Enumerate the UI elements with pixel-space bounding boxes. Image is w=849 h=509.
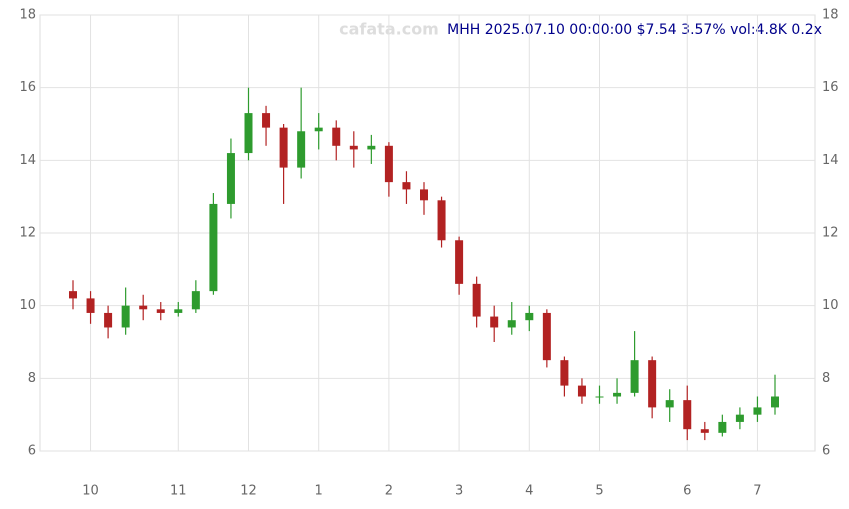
candle-body — [665, 400, 674, 408]
candle-body — [490, 316, 499, 328]
y-tick-label: 14 — [19, 153, 36, 168]
candle-body — [244, 113, 253, 154]
candle-body — [771, 396, 779, 408]
candle-body — [420, 189, 428, 201]
x-tick-label: 1 — [315, 484, 323, 499]
y-tick-label-right: 12 — [822, 226, 839, 241]
y-tick-label-right: 18 — [822, 8, 839, 23]
x-tick-label: 4 — [525, 484, 533, 499]
candle-body — [735, 414, 744, 422]
candle-body — [156, 309, 165, 313]
candle-body — [69, 291, 77, 299]
candle-body — [297, 131, 306, 168]
candle-body — [174, 309, 183, 313]
candle-body — [332, 127, 341, 146]
y-tick-label-right: 14 — [822, 153, 839, 168]
candle-body — [349, 145, 358, 150]
candle-body — [314, 127, 323, 132]
candle-body — [86, 298, 95, 313]
candle-body — [542, 312, 551, 361]
candle-body — [630, 360, 639, 393]
candle-body — [525, 312, 534, 321]
candle-body — [753, 407, 762, 415]
y-tick-label: 16 — [19, 80, 36, 95]
x-tick-label: 2 — [385, 484, 393, 499]
candle-body — [104, 312, 113, 328]
candle-body — [683, 400, 692, 430]
candle-body — [507, 320, 516, 328]
candle-body — [700, 429, 709, 433]
y-tick-label: 18 — [19, 8, 36, 23]
candle-body — [226, 153, 235, 204]
candle-body — [455, 240, 464, 284]
candle-body — [560, 360, 569, 386]
y-tick-label: 8 — [28, 371, 36, 386]
x-tick-label: 10 — [82, 484, 99, 499]
candle-body — [384, 145, 393, 183]
y-tick-label: 12 — [19, 226, 36, 241]
x-tick-label: 5 — [595, 484, 603, 499]
x-tick-label: 3 — [455, 484, 463, 499]
candle-body — [595, 396, 604, 398]
candle-body — [191, 291, 200, 310]
candle-body — [367, 145, 376, 150]
candle-body — [121, 305, 130, 328]
candle-body — [437, 200, 446, 241]
chart-title: MHH 2025.07.10 00:00:00 $7.54 3.57% vol:… — [447, 22, 822, 38]
y-tick-label-right: 10 — [822, 298, 839, 313]
x-tick-label: 7 — [753, 484, 761, 499]
y-tick-label: 6 — [28, 444, 36, 459]
candle-body — [613, 392, 622, 397]
y-tick-label-right: 6 — [822, 444, 830, 459]
x-tick-label: 6 — [683, 484, 691, 499]
candle-body — [472, 283, 481, 317]
candle-body — [139, 305, 148, 310]
y-tick-label: 10 — [19, 298, 36, 313]
x-tick-label: 11 — [170, 484, 187, 499]
candle-body — [718, 421, 727, 433]
candle-body — [577, 385, 586, 397]
candle-body — [648, 360, 657, 408]
y-tick-label-right: 16 — [822, 80, 839, 95]
candle-body — [279, 127, 288, 168]
candle-body — [209, 203, 218, 292]
candle-body — [262, 113, 271, 128]
candle-body — [402, 182, 411, 190]
y-tick-label-right: 8 — [822, 371, 830, 386]
x-tick-label: 12 — [240, 484, 257, 499]
